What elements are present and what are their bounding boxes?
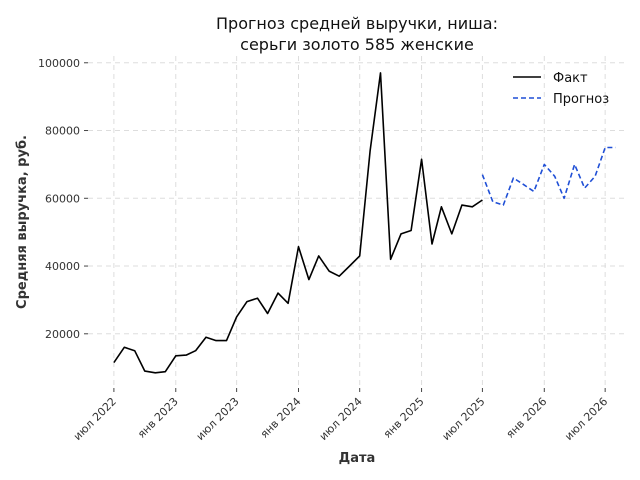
series-lines	[113, 72, 616, 374]
legend-label-fact: Факт	[553, 71, 588, 86]
y-tick-label: 100000	[38, 57, 80, 70]
y-tick-label: 20000	[45, 328, 80, 341]
grid	[88, 56, 626, 388]
x-tick-label: июл 2025	[440, 395, 488, 443]
x-tick-label: янв 2024	[258, 395, 304, 441]
x-tick-label: янв 2025	[381, 395, 427, 441]
x-axis-label: Дата	[339, 451, 376, 466]
x-tick-label: янв 2023	[135, 395, 181, 441]
y-tick-label: 80000	[45, 125, 80, 138]
chart-title-line-1: Прогноз средней выручки, ниша:	[216, 14, 498, 33]
x-tick-label: июл 2026	[562, 395, 610, 443]
series-line-fact	[113, 72, 483, 374]
x-tick-label: янв 2026	[504, 395, 550, 441]
chart-title-line-2: серьги золото 585 женские	[240, 35, 474, 54]
legend: Факт Прогноз	[513, 71, 609, 107]
y-axis-label: Средняя выручка, руб.	[15, 135, 30, 309]
y-tick-label: 60000	[45, 192, 80, 205]
x-tick-label: июл 2022	[71, 395, 119, 443]
x-axis-ticks: июл 2022 янв 2023 июл 2023 янв 2024 июл 2024…	[71, 388, 610, 443]
x-tick-label: июл 2023	[194, 395, 242, 443]
y-axis-ticks: 20000 40000 60000 80000 100000	[38, 57, 88, 341]
x-tick-label: июл 2024	[317, 395, 365, 443]
y-tick-label: 40000	[45, 260, 80, 273]
series-line-forecast	[481, 146, 616, 206]
legend-label-forecast: Прогноз	[553, 92, 609, 107]
